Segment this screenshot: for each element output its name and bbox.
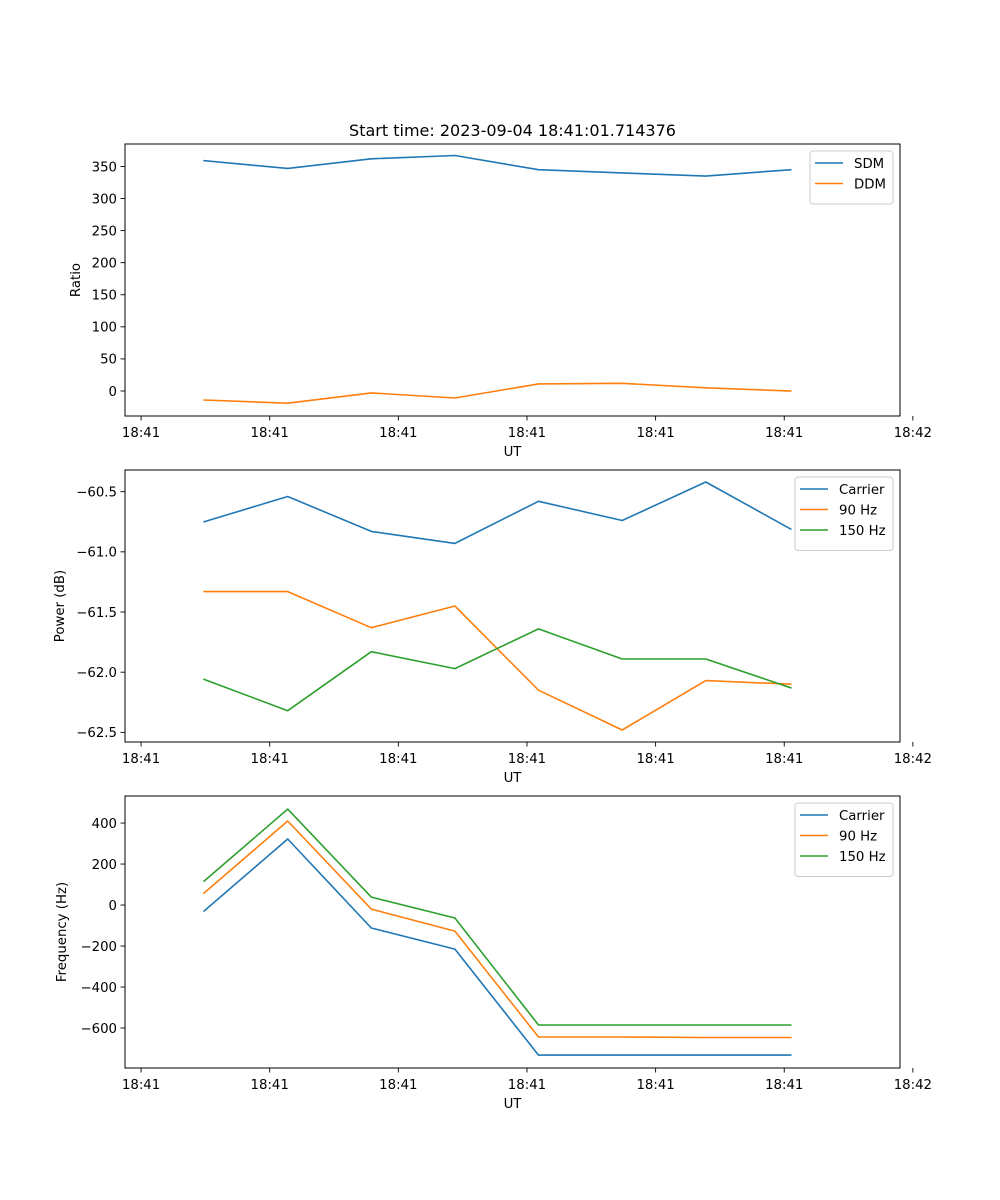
ratio-legend-label: SDM [854, 157, 884, 172]
frequency-y-tick-label: −400 [80, 981, 117, 996]
frequency-x-tick-label: 18:41 [765, 1078, 803, 1093]
power-legend: Carrier 90 Hz 150 Hz [794, 476, 894, 551]
frequency-series-line-90-hz [202, 820, 792, 1039]
power-x-tick-label: 18:41 [122, 752, 160, 767]
power-legend-label: 150 Hz [839, 524, 886, 539]
ratio-x-tick-label: 18:41 [379, 426, 417, 441]
frequency-y-tick-label: −600 [80, 1022, 117, 1037]
power-series-line-carrier [203, 481, 792, 545]
ratio-x-tick-label: 18:41 [636, 426, 674, 441]
frequency-x-tick-label: 18:41 [122, 1078, 160, 1093]
ratio-series-line-ddm [203, 382, 792, 405]
ratio-x-tick-label: 18:42 [894, 426, 932, 441]
power-x-tick-label: 18:41 [765, 752, 803, 767]
power-y-tick-label: −60.5 [76, 485, 117, 500]
ratio-x-tick-label: 18:41 [765, 426, 803, 441]
ratio-y-tick-label: 250 [92, 224, 117, 239]
ratio-y-tick-label: 50 [100, 353, 117, 368]
power-y-tick-label: −61.0 [76, 546, 117, 561]
frequency-x-axis-label: UT [504, 1097, 523, 1112]
power-y-tick-label: −62.5 [76, 726, 117, 741]
frequency-x-tick-label: 18:42 [894, 1078, 932, 1093]
ratio-x-tick-label: 18:41 [122, 426, 160, 441]
ratio-y-tick-label: 150 [92, 289, 117, 304]
power-x-tick-label: 18:41 [508, 752, 546, 767]
ratio-y-axis-label: Ratio [69, 263, 84, 297]
power-subplot: 18:41 18:41 18:41 18:41 18:41 18:41 18:42 −62.5… [53, 469, 932, 786]
power-axes-frame [124, 469, 901, 743]
ratio-x-tick-label: 18:41 [251, 426, 289, 441]
frequency-series-line-carrier [202, 838, 792, 1056]
ratio-x-axis-label: UT [504, 445, 523, 460]
frequency-series-line-150-hz [202, 808, 792, 1026]
ratio-subplot: 18:41 18:41 18:41 18:41 18:41 18:41 18:42 0 50 10… [69, 143, 932, 460]
frequency-subplot: 18:41 18:41 18:41 18:41 18:41 18:41 18:42 −600 −… [55, 795, 932, 1112]
power-legend-label: 90 Hz [839, 503, 877, 518]
frequency-y-axis-label: Frequency (Hz) [55, 882, 70, 982]
frequency-legend-label: Carrier [839, 809, 885, 824]
frequency-y-tick-label: 200 [92, 858, 117, 873]
frequency-y-tick-label: 400 [92, 817, 117, 832]
frequency-y-tick-label: 0 [109, 899, 117, 914]
power-legend-box [794, 476, 894, 551]
frequency-y-tick-label: −200 [80, 940, 117, 955]
power-legend-label: Carrier [839, 483, 885, 498]
ratio-legend: SDM DDM [809, 150, 894, 205]
frequency-legend-box [794, 802, 894, 877]
power-x-axis-label: UT [504, 771, 523, 786]
ratio-legend-label: DDM [854, 177, 886, 192]
power-y-tick-label: −62.0 [76, 666, 117, 681]
ratio-x-tick-label: 18:41 [508, 426, 546, 441]
figure-title: Start time: 2023-09-04 18:41:01.714376 [349, 121, 676, 140]
power-y-axis-label: Power (dB) [53, 570, 68, 642]
frequency-legend: Carrier 90 Hz 150 Hz [794, 802, 894, 877]
frequency-x-tick-label: 18:41 [251, 1078, 289, 1093]
power-x-tick-label: 18:42 [894, 752, 932, 767]
ratio-y-tick-label: 300 [92, 192, 117, 207]
ratio-legend-box [809, 150, 894, 205]
frequency-axes-frame [124, 795, 901, 1069]
ratio-series-line-sdm [203, 154, 792, 177]
power-x-tick-label: 18:41 [379, 752, 417, 767]
frequency-x-tick-label: 18:41 [636, 1078, 674, 1093]
ratio-axes-frame [124, 143, 901, 417]
frequency-x-tick-label: 18:41 [508, 1078, 546, 1093]
ratio-y-tick-label: 350 [92, 160, 117, 175]
power-series-line-150-hz [203, 628, 792, 712]
ratio-y-tick-label: 0 [109, 385, 117, 400]
power-y-tick-label: −61.5 [76, 606, 117, 621]
power-x-tick-label: 18:41 [251, 752, 289, 767]
frequency-legend-label: 90 Hz [839, 829, 877, 844]
power-x-tick-label: 18:41 [636, 752, 674, 767]
ratio-y-tick-label: 200 [92, 256, 117, 271]
frequency-x-tick-label: 18:41 [379, 1078, 417, 1093]
frequency-legend-label: 150 Hz [839, 850, 886, 865]
ratio-y-tick-label: 100 [92, 321, 117, 336]
